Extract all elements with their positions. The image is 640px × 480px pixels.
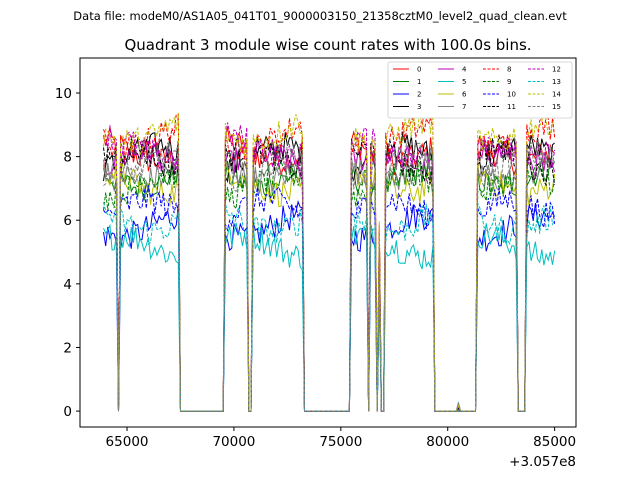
legend-box [387, 61, 573, 119]
legend-label-14: 14 [552, 91, 561, 99]
y-tick-label: 10 [55, 86, 72, 102]
series-line-13 [103, 201, 556, 412]
suptitle: Data file: modeM0/AS1A05_041T01_90000031… [73, 9, 567, 23]
legend-label-5: 5 [462, 78, 466, 86]
legend-label-13: 13 [552, 78, 561, 86]
legend-label-4: 4 [462, 66, 467, 74]
legend-label-8: 8 [507, 66, 511, 74]
y-axis: 0 2 4 6 8 10 [55, 86, 80, 420]
x-tick-label: 70000 [212, 434, 255, 450]
y-tick-label: 4 [63, 277, 72, 293]
legend-label-12: 12 [552, 66, 561, 74]
x-axis: 65000 70000 75000 80000 85000 [106, 427, 576, 450]
series-line-9 [103, 159, 556, 412]
x-tick-label: 75000 [319, 434, 362, 450]
legend-label-7: 7 [462, 103, 466, 111]
series-line-4 [103, 138, 556, 412]
plot-frame [79, 57, 577, 428]
legend-label-2: 2 [417, 91, 421, 99]
y-tick-label: 6 [63, 213, 72, 229]
x-tick-label: 65000 [106, 434, 149, 450]
chart-title: Quadrant 3 module wise count rates with … [124, 36, 531, 54]
x-tick-label: 80000 [426, 434, 469, 450]
legend-label-0: 0 [417, 66, 421, 74]
legend-label-15: 15 [552, 103, 561, 111]
series-line-2 [103, 200, 556, 412]
series-line-5 [103, 222, 556, 412]
plot-lines [103, 106, 556, 412]
legend-label-1: 1 [417, 78, 421, 86]
y-tick-label: 0 [63, 404, 72, 420]
legend-label-3: 3 [417, 103, 421, 111]
legend-label-9: 9 [507, 78, 511, 86]
x-tick-label: 85000 [533, 434, 576, 450]
y-tick-label: 2 [63, 340, 72, 356]
series-line-15 [103, 140, 556, 412]
legend-label-6: 6 [462, 91, 467, 99]
x-offset-label: +3.057e8 [509, 454, 576, 470]
legend-label-11: 11 [507, 103, 516, 111]
y-tick-label: 8 [63, 150, 72, 166]
legend-label-10: 10 [507, 91, 516, 99]
